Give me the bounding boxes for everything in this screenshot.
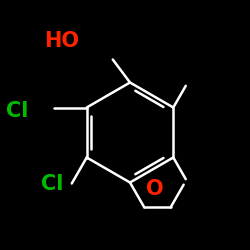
Text: Cl: Cl: [41, 174, 64, 194]
Text: HO: HO: [44, 31, 79, 51]
Text: O: O: [146, 179, 164, 199]
Text: Cl: Cl: [6, 101, 28, 121]
